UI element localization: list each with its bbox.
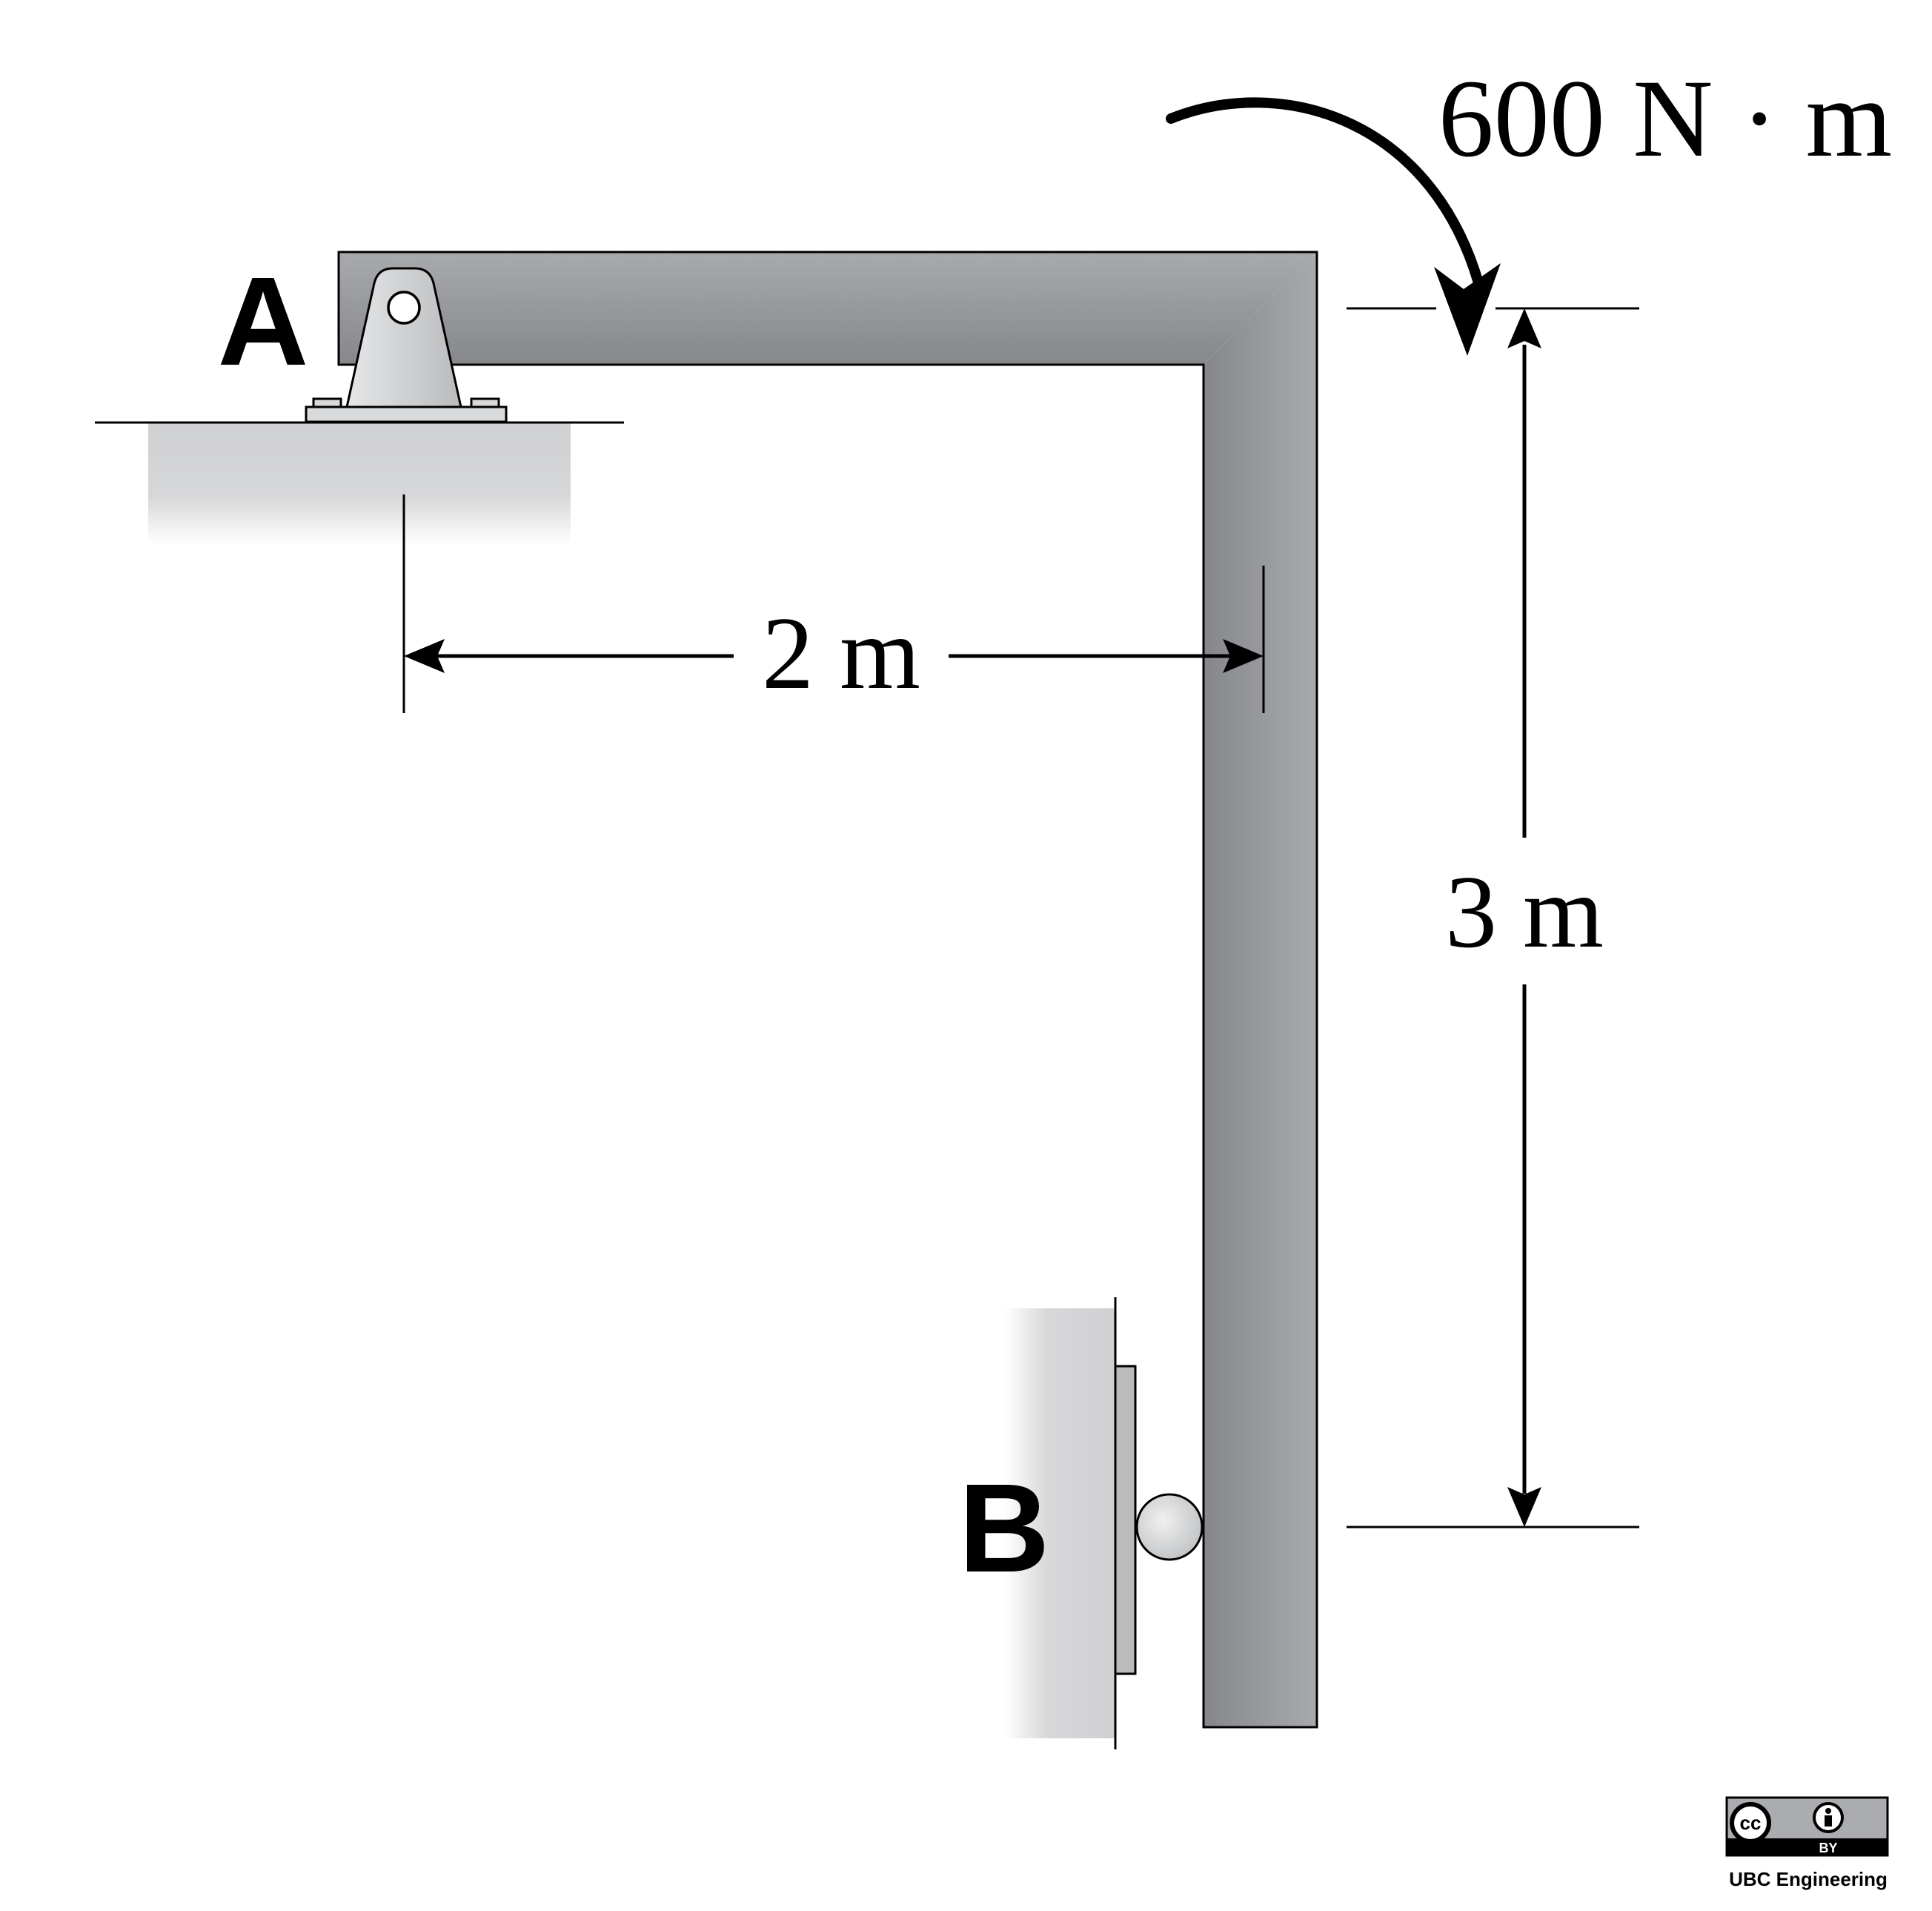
l-beam <box>337 251 1318 1729</box>
ground-a <box>148 423 571 545</box>
cc-text: cc <box>1740 1812 1762 1834</box>
wall-b <box>1004 1308 1115 1738</box>
by-text: BY <box>1819 1841 1837 1855</box>
cc-icon <box>1730 1802 1771 1844</box>
label-vertical-dim: 3 m <box>1445 855 1604 970</box>
label-moment: 600 N · m <box>1438 57 1892 180</box>
label-horizontal-dim: 2 m <box>762 596 920 711</box>
label-support-b: B <box>959 1458 1050 1599</box>
dimension-horizontal <box>402 494 1265 713</box>
cc-by-badge: cc BY <box>1725 1796 1889 1857</box>
roller-b <box>1135 1493 1204 1561</box>
pin-hole <box>387 291 421 325</box>
moment-arrow <box>1166 97 1501 356</box>
pin-support-a <box>305 267 508 423</box>
wall-b-plate <box>1114 1365 1137 1675</box>
credit-text: UBC Engineering <box>1729 1868 1888 1890</box>
label-support-a: A <box>218 251 309 392</box>
dimension-vertical <box>1347 307 1639 1529</box>
